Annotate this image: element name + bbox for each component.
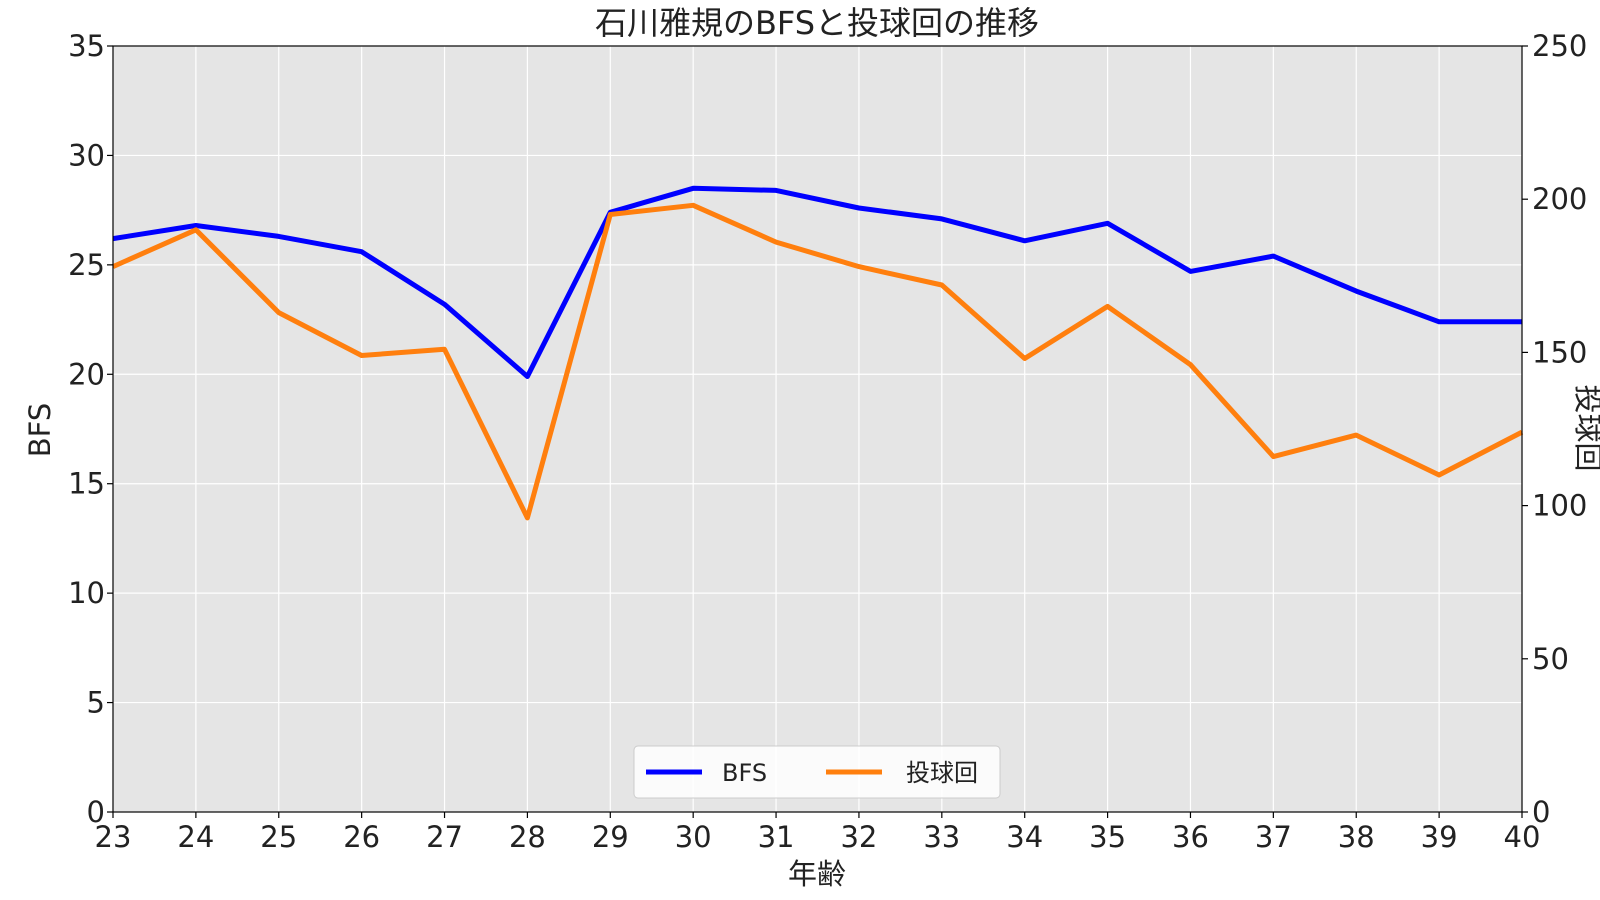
y-left-tick-label: 15 <box>68 467 105 501</box>
y-axis-left-title: BFS <box>23 403 57 457</box>
x-tick-label: 29 <box>592 820 629 854</box>
y-left-tick-label: 10 <box>68 576 105 610</box>
y-right-tick-label: 100 <box>1532 489 1587 523</box>
x-tick-label: 24 <box>177 820 214 854</box>
series-line-bfs <box>112 185 1522 379</box>
x-tick-label: 34 <box>1006 820 1043 854</box>
legend-box <box>633 745 1001 799</box>
y-right-tick-label: 150 <box>1532 335 1587 369</box>
y-left-tick-label: 5 <box>87 686 105 720</box>
x-tick-label: 28 <box>509 820 546 854</box>
chart-title: 石川雅規のBFSと投球回の推移 <box>595 4 1039 42</box>
x-tick-label: 40 <box>1504 820 1541 854</box>
x-tick-label: 23 <box>95 820 132 854</box>
legend: BFS 投球回 <box>633 745 1001 799</box>
ticks: 23 24 25 26 27 28 29 30 31 32 33 34 35 36 37 38 39 400510… <box>68 29 1587 854</box>
x-tick-label: 31 <box>758 820 795 854</box>
x-tick-label: 25 <box>260 820 297 854</box>
x-tick-label: 38 <box>1338 820 1375 854</box>
y-left-tick-label: 35 <box>68 29 105 63</box>
x-tick-label: 39 <box>1421 820 1458 854</box>
y-left-tick-label: 30 <box>68 138 105 172</box>
y-axis-right-title: 投球回 <box>1571 384 1600 471</box>
plot-background <box>113 46 1522 812</box>
y-right-tick-label: 250 <box>1532 29 1587 63</box>
legend-label-bfs: BFS <box>722 759 767 787</box>
x-tick-label: 32 <box>840 820 877 854</box>
series-line-innings <box>111 202 1524 521</box>
x-axis-title: 年齢 <box>788 857 846 891</box>
y-left-tick-label: 20 <box>68 357 105 391</box>
x-tick-label: 27 <box>426 820 463 854</box>
y-right-tick-label: 200 <box>1532 182 1587 216</box>
plot-frame <box>112 45 1523 813</box>
y-left-tick-label: 25 <box>68 248 105 282</box>
y-right-tick-label: 50 <box>1532 642 1569 676</box>
y-right-tick-label: 0 <box>1532 795 1550 829</box>
series-lines <box>111 185 1524 521</box>
x-tick-label: 35 <box>1089 820 1126 854</box>
x-tick-label: 36 <box>1172 820 1209 854</box>
y-left-tick-label: 0 <box>87 795 105 829</box>
x-tick-label: 33 <box>923 820 960 854</box>
x-tick-label: 37 <box>1255 820 1292 854</box>
x-tick-label: 26 <box>343 820 380 854</box>
x-tick-label: 30 <box>675 820 712 854</box>
legend-label-innings: 投球回 <box>906 759 978 787</box>
